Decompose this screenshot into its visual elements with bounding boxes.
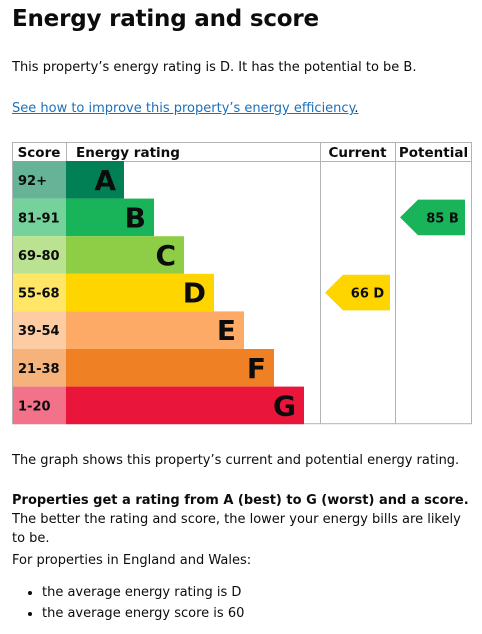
rating-letter-b: B <box>125 201 146 234</box>
score-range-c: 69-80 <box>18 249 60 264</box>
rating-bar-b <box>66 198 154 237</box>
link-period: . <box>354 101 359 116</box>
rating-letter-f: F <box>247 352 266 385</box>
rating-bar-e <box>66 311 244 349</box>
rating-letter-c: C <box>155 239 176 272</box>
rating-explanation-bold: Properties get a rating from A (best) to… <box>12 493 469 508</box>
header-potential: Potential <box>399 145 468 161</box>
page-title: Energy rating and score <box>12 6 319 32</box>
rating-bar-f <box>66 349 274 387</box>
score-range-e: 39-54 <box>18 324 60 339</box>
rating-bar-a <box>66 161 124 199</box>
averages-list: the average energy rating is D the avera… <box>12 582 244 624</box>
score-range-a: 92+ <box>18 174 47 189</box>
graph-note: The graph shows this property’s current … <box>12 453 460 468</box>
score-cell-d <box>13 273 66 312</box>
rating-summary: This property’s energy rating is D. It h… <box>12 60 417 75</box>
rating-bar-g <box>66 386 304 425</box>
improve-efficiency-link[interactable]: See how to improve this property’s energ… <box>12 101 359 116</box>
rating-letter-e: E <box>217 314 236 347</box>
score-cell-a <box>13 161 66 199</box>
current-rating-label: 66 D <box>351 287 385 302</box>
list-item: the average energy score is 60 <box>42 603 244 624</box>
potential-rating-label: 85 B <box>426 211 459 226</box>
rating-letter-g: G <box>273 389 296 422</box>
rating-letter-d: D <box>183 277 206 310</box>
score-cell-c <box>13 236 66 274</box>
list-item: the average energy rating is D <box>42 582 244 603</box>
score-range-g: 1-20 <box>18 399 51 414</box>
improve-efficiency-link-text[interactable]: See how to improve this property’s energ… <box>12 101 355 116</box>
header-score: Score <box>18 145 61 161</box>
rating-letter-a: A <box>94 164 116 197</box>
header-energy-rating: Energy rating <box>76 145 180 161</box>
header-current: Current <box>328 145 387 161</box>
rating-bar-c <box>66 236 184 274</box>
rating-explanation-rest: The better the rating and score, the low… <box>12 512 461 546</box>
rating-explanation: Properties get a rating from A (best) to… <box>12 491 474 548</box>
potential-rating-arrow <box>400 199 465 236</box>
score-cell-f <box>13 349 66 387</box>
score-range-f: 21-38 <box>18 362 60 377</box>
score-range-d: 55-68 <box>18 287 60 302</box>
score-cell-e <box>13 311 66 349</box>
rating-bar-d <box>66 273 214 312</box>
score-cell-g <box>13 386 66 425</box>
score-range-b: 81-91 <box>18 211 60 226</box>
region-intro: For properties in England and Wales: <box>12 553 252 568</box>
current-rating-arrow <box>325 274 390 311</box>
score-cell-b <box>13 198 66 237</box>
